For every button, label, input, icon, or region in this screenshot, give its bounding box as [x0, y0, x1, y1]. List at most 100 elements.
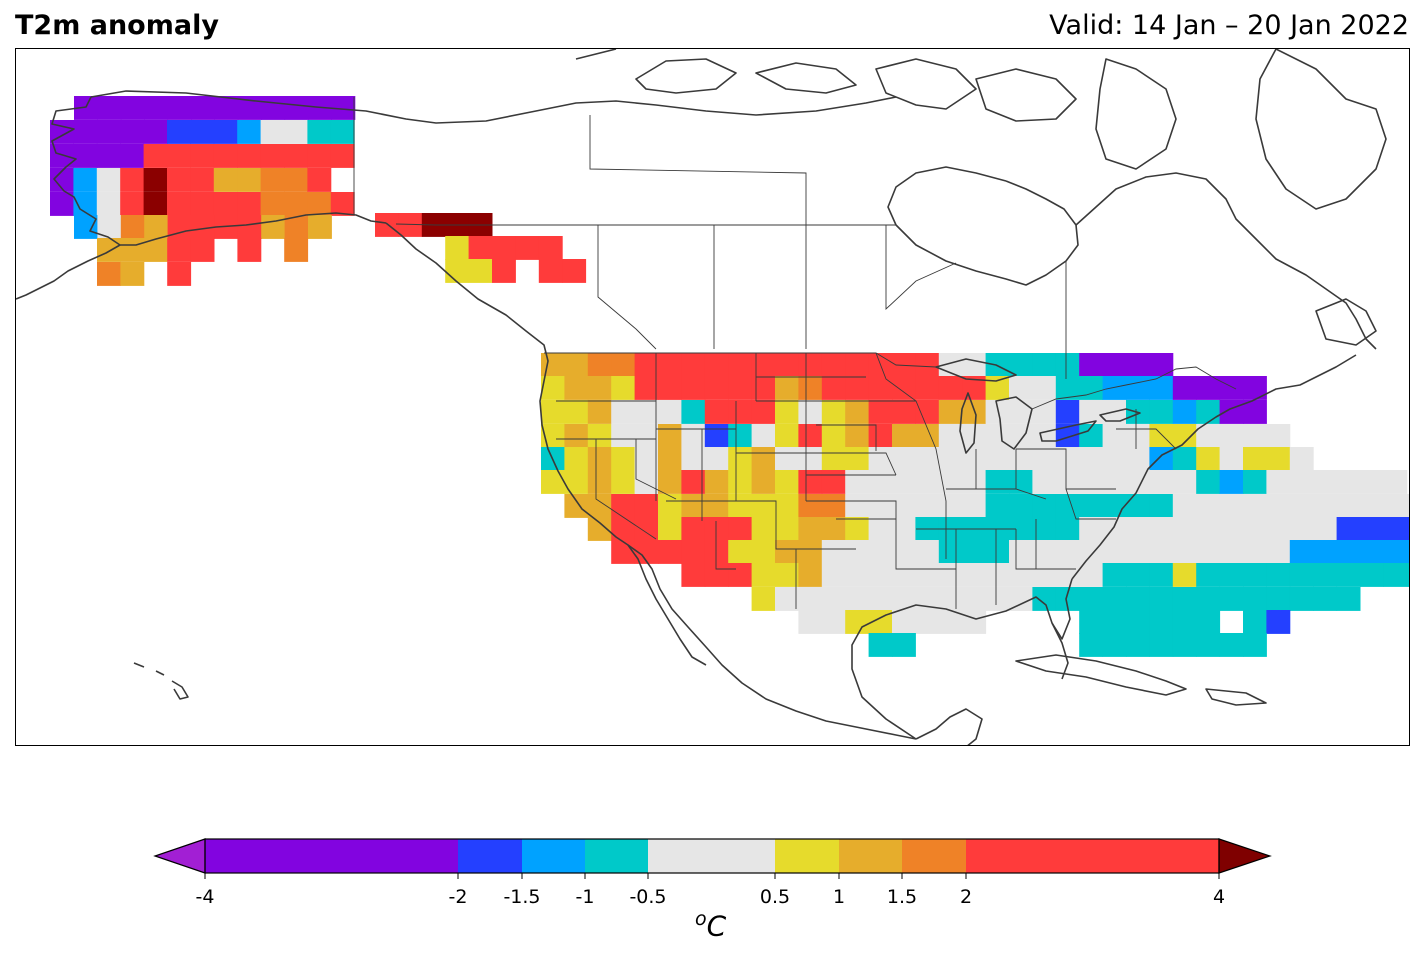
anomaly-cell — [915, 494, 940, 518]
coastline — [16, 244, 121, 300]
map-panel — [15, 48, 1410, 746]
anomaly-cell — [681, 376, 706, 400]
anomaly-cell — [751, 517, 776, 541]
colorbar-extend-low — [153, 838, 206, 874]
anomaly-cell — [1149, 517, 1174, 541]
colorbar-bin — [966, 839, 1219, 873]
anomaly-cell — [260, 120, 285, 144]
political-borders — [353, 97, 1237, 609]
anomaly-cell — [261, 96, 286, 120]
anomaly-cell — [1383, 540, 1408, 564]
anomaly-cell — [798, 517, 823, 541]
anomaly-cell — [845, 517, 870, 541]
anomaly-cell — [1196, 587, 1221, 611]
anomaly-cell — [962, 540, 987, 564]
anomaly-cell — [1009, 353, 1033, 377]
coastline — [1071, 354, 1357, 580]
anomaly-cell — [50, 168, 74, 192]
anomaly-cell — [681, 470, 706, 494]
anomaly-cell — [821, 447, 846, 471]
anomaly-cell — [1172, 610, 1197, 634]
anomaly-cell — [1102, 587, 1127, 611]
anomaly-cell — [962, 610, 987, 634]
anomaly-cell — [845, 587, 870, 611]
anomaly-cell — [237, 96, 262, 120]
anomaly-cell — [538, 259, 563, 283]
anomaly-cell — [167, 238, 192, 262]
anomaly-cell — [938, 447, 963, 471]
anomaly-cell — [1102, 563, 1127, 587]
anomaly-cell — [681, 400, 706, 424]
anomaly-cell — [541, 400, 565, 424]
coastline — [975, 68, 1077, 122]
anomaly-cell — [1196, 563, 1221, 587]
anomaly-cell — [915, 447, 940, 471]
anomaly-cell — [1336, 470, 1361, 494]
anomaly-cell — [611, 424, 636, 448]
anomaly-cell — [1009, 587, 1033, 611]
anomaly-cell — [1196, 633, 1221, 657]
border-line — [597, 225, 657, 350]
anomaly-cell — [1079, 587, 1104, 611]
anomaly-cell — [468, 259, 493, 283]
anomaly-cell — [190, 238, 215, 262]
anomaly-cell — [73, 192, 98, 216]
anomaly-cell — [1102, 376, 1127, 400]
anomaly-cell — [1243, 633, 1267, 657]
anomaly-cell — [1289, 494, 1314, 518]
anomaly-cell — [143, 192, 168, 216]
anomaly-cell — [1219, 587, 1244, 611]
colorbar-bin — [205, 839, 458, 873]
anomaly-cell — [798, 353, 823, 377]
coastline — [875, 58, 977, 110]
anomaly-cell — [1383, 563, 1408, 587]
anomaly-cell — [821, 563, 846, 587]
valid-period: Valid: 14 Jan – 20 Jan 2022 — [1049, 10, 1409, 41]
anomaly-cell — [307, 120, 332, 144]
border-line — [655, 353, 807, 521]
anomaly-cell — [73, 144, 98, 168]
anomaly-cell — [1360, 470, 1384, 494]
anomaly-cell — [1149, 494, 1174, 518]
anomaly-cell — [587, 353, 612, 377]
map-title: T2m anomaly — [15, 10, 219, 41]
anomaly-cell — [1243, 540, 1267, 564]
anomaly-cell — [143, 238, 168, 262]
coastline — [90, 90, 897, 124]
anomaly-cell — [1172, 494, 1197, 518]
anomaly-cell — [1243, 610, 1267, 634]
anomaly-cell — [728, 540, 753, 564]
anomaly-cell — [1289, 470, 1314, 494]
anomaly-cell — [1032, 353, 1057, 377]
anomaly-cell — [1360, 494, 1384, 518]
anomaly-cell — [97, 96, 122, 120]
anomaly-cell — [144, 215, 169, 239]
anomaly-cell — [634, 400, 659, 424]
anomaly-cell — [97, 262, 121, 286]
anomaly-cell — [120, 215, 145, 239]
anomaly-cell — [611, 470, 636, 494]
anomaly-cell — [611, 376, 636, 400]
anomaly-cell — [190, 168, 215, 192]
anomaly-cell — [1313, 587, 1338, 611]
coastline — [575, 49, 737, 94]
border-line — [885, 225, 957, 311]
coastline — [935, 358, 1017, 382]
anomaly-cell — [587, 470, 612, 494]
anomaly-cell — [1243, 447, 1267, 471]
anomaly-cell — [1172, 587, 1197, 611]
anomaly-cell — [1126, 610, 1150, 634]
anomaly-cell — [330, 192, 355, 216]
anomaly-cell — [1219, 400, 1244, 424]
anomaly-cell — [892, 494, 916, 518]
anomaly-cell — [398, 213, 423, 237]
anomaly-cell — [728, 517, 753, 541]
anomaly-cell — [307, 192, 332, 216]
anomaly-cell — [751, 376, 776, 400]
coastline — [959, 392, 977, 454]
anomaly-cell — [190, 192, 215, 216]
anomaly-cell — [237, 192, 262, 216]
anomaly-cell — [704, 470, 729, 494]
border-line — [666, 500, 856, 609]
anomaly-cell — [1219, 494, 1244, 518]
